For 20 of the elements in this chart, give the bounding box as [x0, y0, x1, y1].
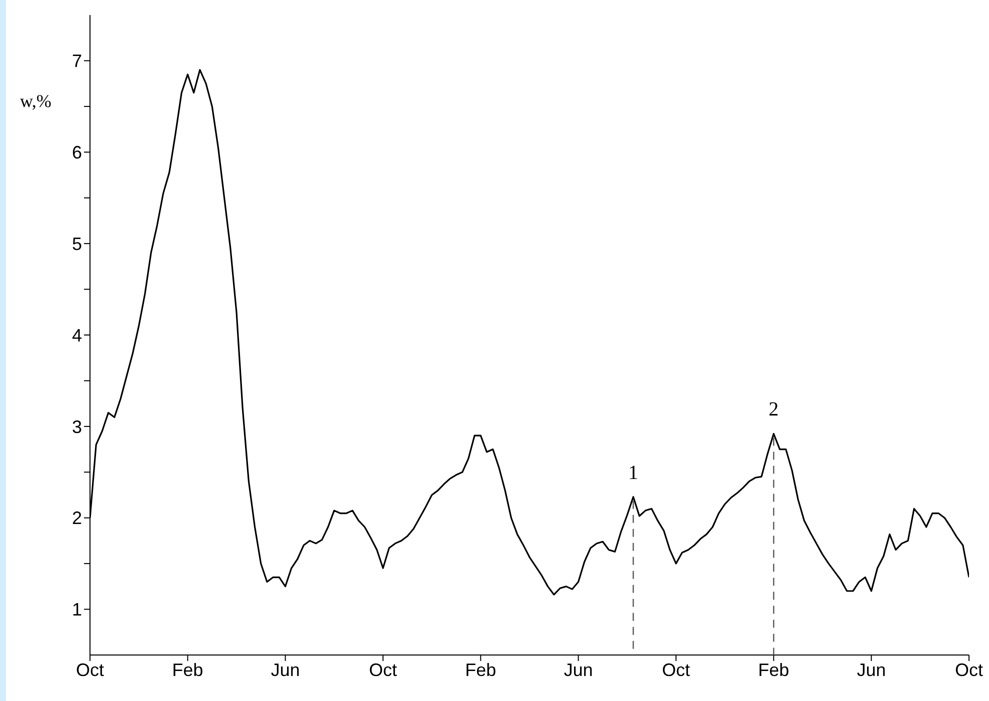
- x-tick-label: Jun: [856, 660, 886, 680]
- x-tick-label: Oct: [76, 660, 104, 680]
- y-tick-label: 2: [72, 508, 82, 528]
- x-tick-label: Jun: [564, 660, 593, 680]
- x-tick-label: Feb: [465, 660, 496, 680]
- y-tick-label: 3: [72, 416, 82, 437]
- x-tick-label: Oct: [662, 660, 690, 680]
- y-tick-label: 4: [72, 325, 82, 346]
- x-tick-label: Oct: [954, 660, 984, 680]
- x-tick-label: Feb: [172, 660, 204, 680]
- y-tick-label: 1: [72, 600, 82, 620]
- x-tick-label: Feb: [758, 660, 790, 680]
- annotation: 1: [628, 462, 638, 484]
- y-tick-label: 5: [72, 234, 82, 254]
- y-tick-label: 7: [72, 51, 82, 72]
- annotation: 2: [768, 398, 779, 421]
- x-tick-label: Jun: [270, 660, 300, 680]
- y-axis-title: w,%: [20, 91, 52, 111]
- y-tick-label: 6: [72, 142, 82, 163]
- x-tick-label: Oct: [368, 660, 398, 680]
